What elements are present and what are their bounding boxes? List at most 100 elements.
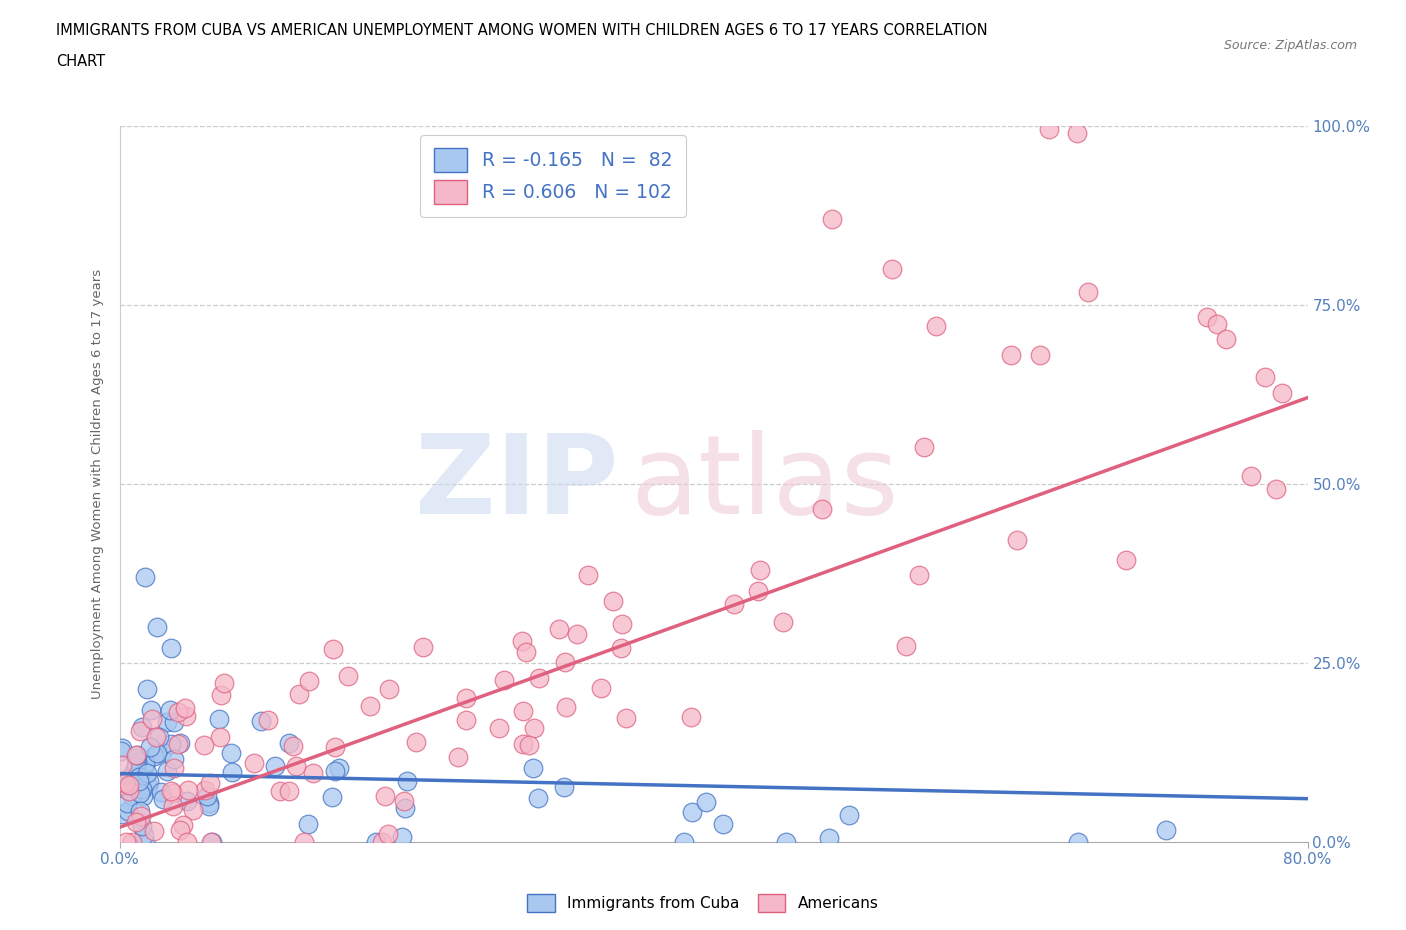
Point: [821, 211, 844, 226]
Point: [174, 700, 197, 715]
Point: [114, 776, 136, 790]
Point: [681, 804, 703, 819]
Point: [221, 764, 243, 779]
Point: [392, 793, 415, 808]
Point: [1240, 469, 1263, 484]
Point: [412, 640, 434, 655]
Point: [111, 741, 134, 756]
Point: [117, 804, 139, 819]
Point: [1000, 347, 1022, 362]
Point: [747, 583, 769, 598]
Point: [264, 759, 287, 774]
Point: [602, 593, 624, 608]
Point: [115, 795, 138, 810]
Text: CHART: CHART: [56, 54, 105, 69]
Point: [134, 755, 156, 770]
Point: [162, 786, 184, 801]
Point: [775, 834, 797, 849]
Point: [818, 831, 841, 846]
Point: [121, 788, 143, 803]
Point: [121, 777, 143, 792]
Point: [177, 783, 200, 798]
Point: [284, 759, 307, 774]
Point: [128, 769, 150, 784]
Point: [125, 755, 148, 770]
Point: [322, 642, 344, 657]
Point: [301, 765, 323, 780]
Point: [131, 819, 153, 834]
Point: [160, 737, 183, 751]
Point: [136, 682, 159, 697]
Point: [278, 736, 301, 751]
Point: [292, 834, 315, 849]
Point: [110, 743, 132, 758]
Point: [172, 817, 194, 832]
Point: [456, 712, 478, 727]
Point: [156, 714, 179, 729]
Point: [174, 709, 197, 724]
Text: atlas: atlas: [630, 430, 898, 538]
Point: [115, 834, 138, 849]
Point: [772, 615, 794, 630]
Point: [614, 711, 637, 725]
Point: [176, 794, 198, 809]
Point: [124, 758, 146, 773]
Point: [201, 834, 224, 849]
Point: [146, 746, 169, 761]
Point: [748, 562, 770, 577]
Point: [377, 827, 399, 842]
Point: [1206, 316, 1229, 331]
Point: [121, 834, 143, 849]
Point: [378, 682, 401, 697]
Point: [529, 671, 551, 685]
Point: [810, 501, 832, 516]
Point: [576, 567, 599, 582]
Point: [145, 730, 167, 745]
Point: [370, 834, 392, 849]
Point: [200, 776, 222, 790]
Point: [141, 712, 163, 727]
Point: [197, 789, 219, 804]
Point: [323, 764, 346, 778]
Point: [527, 790, 550, 805]
Point: [250, 714, 273, 729]
Point: [283, 739, 305, 754]
Point: [336, 668, 359, 683]
Point: [131, 719, 153, 734]
Point: [880, 261, 903, 276]
Point: [456, 691, 478, 706]
Point: [894, 638, 917, 653]
Point: [128, 786, 150, 801]
Point: [148, 729, 170, 744]
Point: [374, 789, 396, 804]
Point: [323, 739, 346, 754]
Point: [328, 761, 350, 776]
Point: [125, 748, 148, 763]
Point: [200, 834, 222, 849]
Point: [364, 834, 387, 849]
Point: [193, 783, 215, 798]
Point: [492, 673, 515, 688]
Point: [555, 699, 578, 714]
Point: [1115, 552, 1137, 567]
Point: [447, 750, 470, 764]
Point: [169, 736, 191, 751]
Point: [256, 713, 278, 728]
Point: [129, 804, 152, 818]
Point: [120, 777, 142, 792]
Point: [553, 780, 575, 795]
Point: [405, 735, 427, 750]
Point: [208, 711, 231, 726]
Point: [359, 698, 381, 713]
Point: [723, 597, 745, 612]
Point: [695, 795, 717, 810]
Point: [159, 702, 181, 717]
Point: [567, 627, 589, 642]
Point: [209, 687, 232, 702]
Text: ZIP: ZIP: [415, 430, 619, 538]
Point: [131, 809, 153, 824]
Point: [163, 751, 186, 766]
Point: [183, 803, 205, 817]
Point: [150, 745, 173, 760]
Point: [138, 739, 160, 754]
